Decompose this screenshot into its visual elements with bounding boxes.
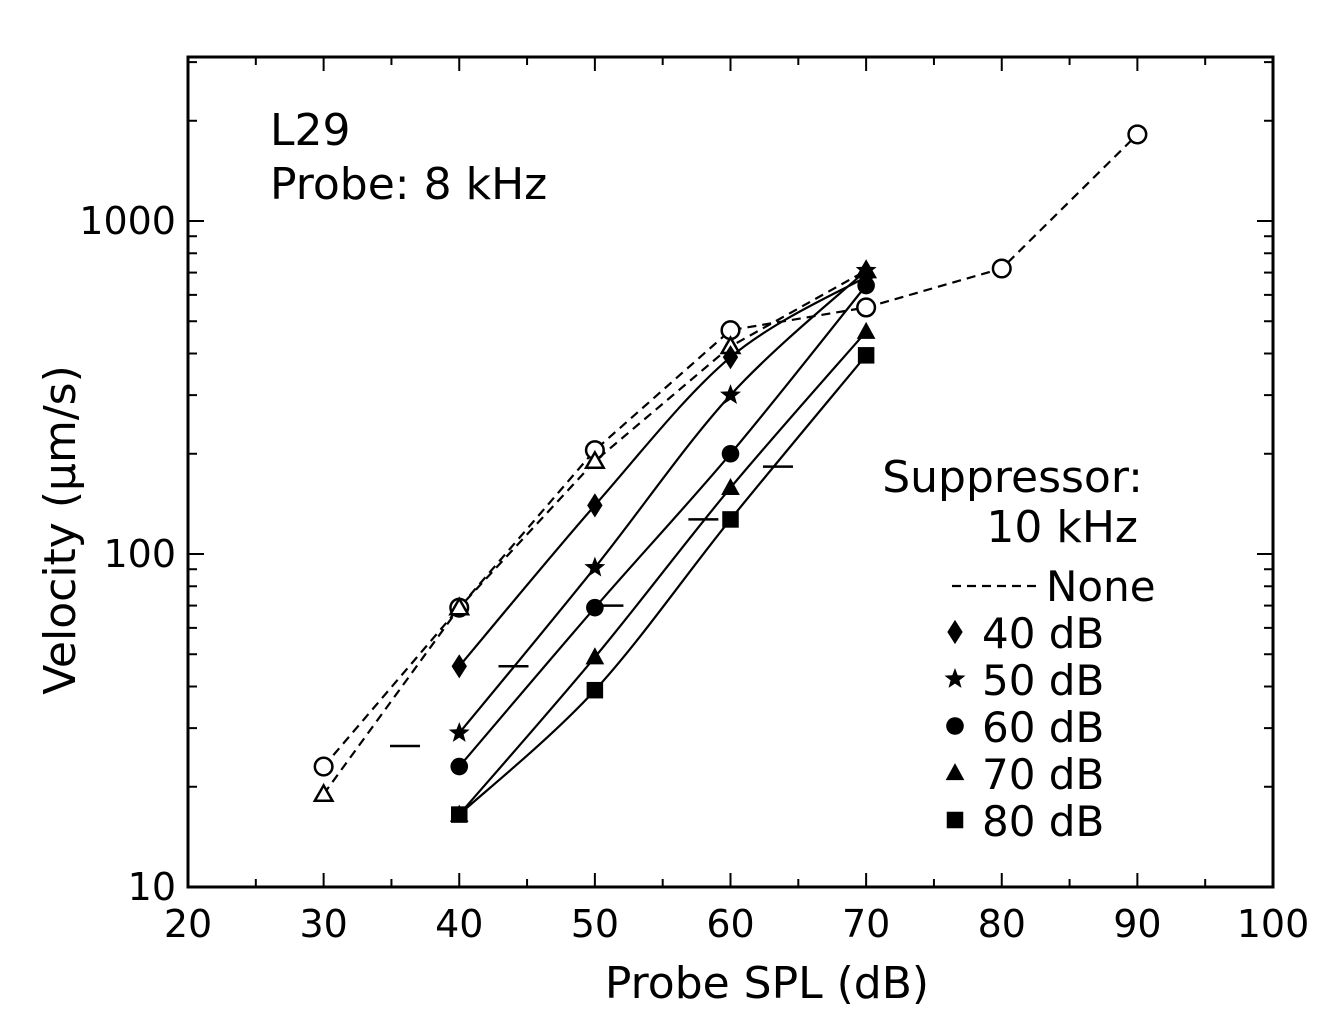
data-point-open-triangle — [312, 782, 335, 803]
y-tick-label: 10 — [128, 865, 176, 909]
data-point-open-circle — [313, 756, 334, 777]
data-point-open-circle — [856, 297, 877, 318]
x-tick-label: 60 — [706, 902, 754, 946]
data-point-triangle — [945, 763, 965, 781]
x-tick-label: 90 — [1113, 902, 1161, 946]
legend-label: 60 dB — [982, 703, 1104, 752]
data-point-triangle — [721, 477, 740, 495]
annotation-animal-id: L29 — [270, 105, 351, 156]
data-point-circle — [857, 276, 875, 295]
threshold-dashes — [390, 465, 793, 748]
data-point-star — [855, 259, 877, 280]
legend-title-line2: 10 kHz — [986, 502, 1138, 553]
series-line — [458, 275, 867, 668]
legend-item: 40 dB — [947, 609, 1104, 658]
axis-ticks — [187, 57, 1274, 888]
legend-label: None — [1046, 562, 1156, 611]
y-tick-label: 1000 — [79, 199, 176, 243]
data-point-star — [584, 556, 606, 577]
data-point-open-circle — [1127, 124, 1148, 145]
x-tick-label: 80 — [978, 902, 1026, 946]
data-point-star — [448, 722, 470, 742]
series-70-db — [449, 321, 876, 822]
series-layer — [312, 124, 1148, 823]
data-point-circle — [450, 757, 469, 776]
data-point-diamond — [947, 619, 963, 645]
series-line — [458, 284, 867, 768]
data-point-circle — [946, 717, 964, 735]
x-axis-title: Probe SPL (dB) — [605, 958, 929, 1009]
data-point-star — [720, 384, 741, 404]
data-point-triangle — [856, 321, 876, 339]
legend-item: 50 dB — [944, 656, 1104, 705]
legend-item: None — [952, 562, 1156, 611]
legend-item: 70 dB — [945, 750, 1104, 799]
data-point-square — [451, 806, 468, 823]
data-point-square — [857, 347, 875, 364]
y-tick-label: 100 — [103, 532, 176, 576]
legend-label: 70 dB — [982, 750, 1104, 799]
legend-item: 60 dB — [946, 703, 1104, 752]
x-tick-label: 30 — [299, 902, 347, 946]
series-line — [322, 269, 867, 795]
series-80-db — [451, 347, 875, 823]
legend-label: 80 dB — [982, 797, 1104, 846]
y-axis-title: Velocity (μm/s) — [35, 365, 86, 695]
annotation-probe: Probe: 8 kHz — [270, 159, 547, 210]
legend-item: 80 dB — [946, 797, 1104, 846]
x-tick-label: 40 — [435, 902, 483, 946]
series-line — [458, 354, 867, 816]
data-point-square — [946, 811, 964, 829]
data-point-diamond — [587, 493, 603, 518]
data-point-open-triangle — [583, 449, 606, 470]
series-60-db — [450, 276, 875, 776]
data-point-square — [722, 511, 739, 528]
legend-title-line1: Suppressor: — [882, 452, 1143, 503]
data-point-diamond — [451, 654, 467, 679]
series-open-triangle — [312, 259, 878, 803]
x-tick-label: 70 — [842, 902, 890, 946]
series-line — [458, 330, 867, 816]
x-tick-label: 100 — [1237, 902, 1310, 946]
data-point-open-triangle — [448, 596, 471, 616]
data-point-triangle — [585, 647, 605, 665]
data-point-open-circle — [991, 258, 1012, 279]
x-tick-label: 20 — [164, 902, 212, 946]
series-40-db — [451, 264, 874, 679]
axis-tick-labels: 20 30 40 50 60 70 80 90 100 10 100 1000 — [79, 199, 1309, 946]
data-point-diamond — [722, 345, 739, 370]
series-50-db — [448, 259, 877, 742]
data-point-circle — [721, 444, 740, 463]
series-line — [458, 269, 867, 734]
data-point-star — [944, 668, 966, 688]
legend-label: 40 dB — [982, 609, 1104, 658]
data-point-square — [586, 681, 604, 699]
x-tick-label: 50 — [571, 902, 619, 946]
data-point-circle — [586, 598, 604, 617]
legend-label: 50 dB — [982, 656, 1104, 705]
